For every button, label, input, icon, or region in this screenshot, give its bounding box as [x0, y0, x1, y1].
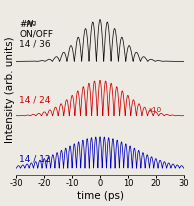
Y-axis label: Intensity (arb. units): Intensity (arb. units) [5, 36, 15, 143]
X-axis label: time (ps): time (ps) [77, 191, 124, 201]
Text: ON/OFF: ON/OFF [19, 29, 53, 38]
Text: 14 / 24: 14 / 24 [19, 96, 50, 105]
Text: wg: wg [27, 20, 37, 26]
Text: 14 / 36: 14 / 36 [19, 39, 51, 48]
Text: x10: x10 [149, 107, 162, 112]
Text: #N: #N [19, 20, 33, 28]
Text: 14 / 12: 14 / 12 [19, 155, 51, 164]
